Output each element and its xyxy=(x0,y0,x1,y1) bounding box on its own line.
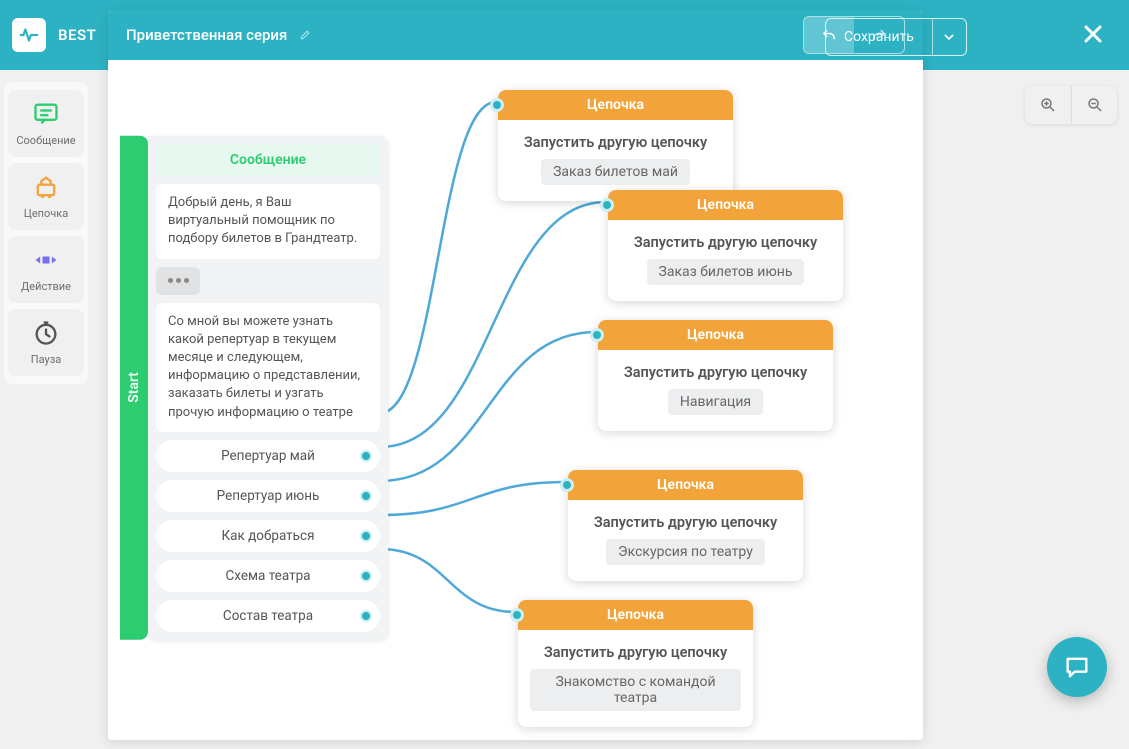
start-node[interactable]: Start Сообщение Добрый день, я Ваш вирту… xyxy=(120,136,388,640)
chain-port-in[interactable] xyxy=(510,608,524,622)
editor-header: Приветственная серия xyxy=(108,10,923,60)
chain-target-tag: Знакомство с командой театра xyxy=(530,669,741,711)
chain-node-body: Запустить другую цепочку Знакомство с ком… xyxy=(518,630,753,727)
zoom-out-button[interactable] xyxy=(1071,86,1117,124)
action-icon xyxy=(32,246,60,274)
message-bubble-1: Добрый день, я Ваш виртуальный помощник … xyxy=(156,184,380,259)
option-port[interactable] xyxy=(360,570,372,582)
close-icon xyxy=(1081,22,1105,46)
logo xyxy=(12,18,46,52)
save-button[interactable]: Сохранить xyxy=(826,19,932,55)
option-port[interactable] xyxy=(360,610,372,622)
option-label: Репертуар май xyxy=(221,448,315,464)
tool-message-label: Сообщение xyxy=(16,134,75,147)
option-port[interactable] xyxy=(360,490,372,502)
brand-name: BEST xyxy=(58,26,96,44)
chain-node-body: Запустить другую цепочку Навигация xyxy=(598,350,833,431)
save-dropdown-button[interactable] xyxy=(932,19,966,55)
zoom-in-icon xyxy=(1039,96,1057,114)
chain-node[interactable]: Цепочка Запустить другую цепочку Заказ бил… xyxy=(608,190,843,301)
option-port[interactable] xyxy=(360,530,372,542)
option-label: Схема театра xyxy=(226,568,311,584)
save-group: Сохранить xyxy=(825,18,967,56)
chain-node[interactable]: Цепочка Запустить другую цепочку Заказ бил… xyxy=(498,90,733,201)
chain-icon xyxy=(32,173,60,201)
flow-title: Приветственная серия xyxy=(126,26,287,44)
flow-editor: Приветственная серия Start Сообщение Доб… xyxy=(108,10,923,740)
tool-pause-label: Пауза xyxy=(31,353,62,366)
zoom-group xyxy=(1025,86,1117,124)
option-label: Репертуар июнь xyxy=(217,488,320,504)
option-row[interactable]: Репертуар июнь xyxy=(156,480,380,512)
chain-action-label: Запустить другую цепочку xyxy=(510,134,721,151)
chain-port-in[interactable] xyxy=(590,328,604,342)
chain-node-title: Цепочка xyxy=(518,600,753,630)
chain-port-in[interactable] xyxy=(560,478,574,492)
chain-node-title: Цепочка xyxy=(568,470,803,500)
chain-node[interactable]: Цепочка Запустить другую цепочку Знакомств… xyxy=(518,600,753,727)
tool-chain-label: Цепочка xyxy=(24,207,68,220)
pause-icon xyxy=(32,319,60,347)
chain-port-in[interactable] xyxy=(600,198,614,212)
option-port[interactable] xyxy=(360,450,372,462)
chain-node-title: Цепочка xyxy=(598,320,833,350)
chain-node-body: Запустить другую цепочку Заказ билетов ма… xyxy=(498,120,733,201)
pencil-icon xyxy=(299,27,313,41)
chain-node-title: Цепочка xyxy=(608,190,843,220)
zoom-out-icon xyxy=(1086,96,1104,114)
option-row[interactable]: Схема театра xyxy=(156,560,380,592)
tool-message[interactable]: Сообщение xyxy=(8,90,84,157)
typing-indicator xyxy=(156,267,200,295)
message-card: Сообщение Добрый день, я Ваш виртуальный… xyxy=(148,136,388,640)
help-chat-button[interactable] xyxy=(1047,637,1107,697)
chain-action-label: Запустить другую цепочку xyxy=(610,364,821,381)
option-label: Состав театра xyxy=(223,608,313,624)
close-editor-button[interactable] xyxy=(1081,22,1105,50)
flow-canvas[interactable]: Start Сообщение Добрый день, я Ваш вирту… xyxy=(108,60,923,740)
chain-node[interactable]: Цепочка Запустить другую цепочку Навигация xyxy=(598,320,833,431)
chat-icon xyxy=(1063,653,1091,681)
rename-flow-button[interactable] xyxy=(299,26,313,45)
option-label: Как добраться xyxy=(222,528,315,544)
tool-chain[interactable]: Цепочка xyxy=(8,163,84,230)
chain-target-tag: Заказ билетов июнь xyxy=(647,259,805,285)
chain-target-tag: Экскурсия по театру xyxy=(606,539,765,565)
start-tab: Start xyxy=(120,136,148,640)
message-bubble-2: Со мной вы можете узнать какой репертуар… xyxy=(156,303,380,432)
message-card-title: Сообщение xyxy=(156,144,380,176)
chain-action-label: Запустить другую цепочку xyxy=(620,234,831,251)
tool-pause[interactable]: Пауза xyxy=(8,309,84,376)
message-icon xyxy=(32,100,60,128)
chain-node[interactable]: Цепочка Запустить другую цепочку Экскурсия… xyxy=(568,470,803,581)
chain-port-in[interactable] xyxy=(490,98,504,112)
tool-action[interactable]: Действие xyxy=(8,236,84,303)
tool-sidebar: Сообщение Цепочка Действие Пауза xyxy=(4,82,88,384)
tool-action-label: Действие xyxy=(21,280,71,293)
chain-node-title: Цепочка xyxy=(498,90,733,120)
option-row[interactable]: Репертуар май xyxy=(156,440,380,472)
option-row[interactable]: Как добраться xyxy=(156,520,380,552)
chain-node-body: Запустить другую цепочку Заказ билетов ию… xyxy=(608,220,843,301)
chain-target-tag: Заказ билетов май xyxy=(541,159,690,185)
option-row[interactable]: Состав театра xyxy=(156,600,380,632)
chevron-down-icon xyxy=(944,32,954,42)
chain-action-label: Запустить другую цепочку xyxy=(530,644,741,661)
zoom-in-button[interactable] xyxy=(1025,86,1071,124)
chain-node-body: Запустить другую цепочку Экскурсия по теа… xyxy=(568,500,803,581)
chain-target-tag: Навигация xyxy=(668,389,763,415)
chain-action-label: Запустить другую цепочку xyxy=(580,514,791,531)
